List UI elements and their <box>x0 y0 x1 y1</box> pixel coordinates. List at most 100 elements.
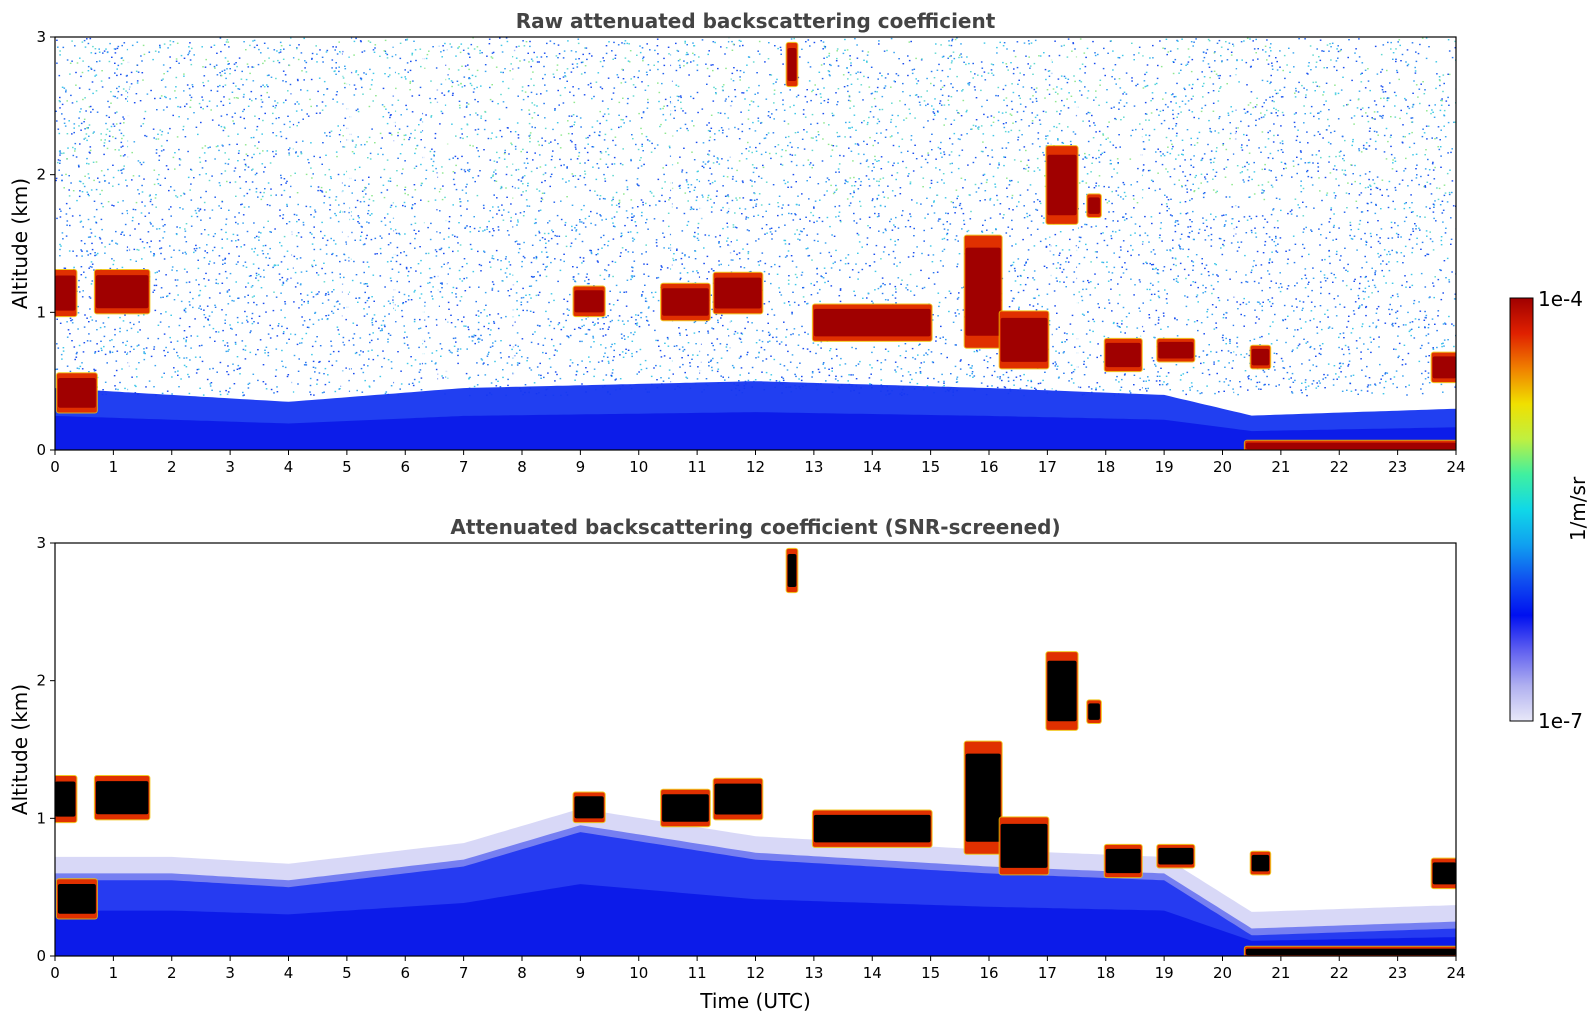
noise-pixel <box>298 103 300 105</box>
noise-pixel <box>874 270 877 273</box>
noise-pixel <box>950 62 953 64</box>
noise-pixel <box>192 86 194 88</box>
noise-pixel <box>335 62 337 64</box>
noise-pixel <box>806 131 808 133</box>
noise-pixel <box>794 154 797 156</box>
noise-pixel <box>197 133 199 136</box>
noise-pixel <box>1168 207 1170 210</box>
noise-pixel <box>673 117 675 119</box>
noise-pixel <box>711 369 714 372</box>
noise-pixel <box>927 254 930 256</box>
noise-pixel <box>501 204 503 206</box>
noise-pixel <box>1424 168 1427 170</box>
noise-pixel <box>1134 232 1136 234</box>
noise-pixel <box>1011 108 1014 110</box>
noise-pixel <box>1071 372 1073 374</box>
noise-pixel <box>1149 57 1151 59</box>
noise-pixel <box>579 219 581 221</box>
noise-pixel <box>1301 255 1303 258</box>
noise-pixel <box>92 132 94 134</box>
noise-pixel <box>830 155 832 157</box>
noise-pixel <box>708 150 711 152</box>
noise-pixel <box>378 327 380 329</box>
noise-pixel <box>942 173 945 175</box>
noise-pixel <box>1038 55 1040 57</box>
noise-pixel <box>1118 57 1121 59</box>
noise-pixel <box>141 201 143 203</box>
noise-pixel <box>866 143 868 145</box>
noise-pixel <box>1096 356 1098 359</box>
noise-pixel <box>1429 207 1431 210</box>
noise-pixel <box>900 151 903 154</box>
noise-pixel <box>1438 79 1441 81</box>
noise-pixel <box>921 287 924 290</box>
noise-pixel <box>59 54 61 56</box>
noise-pixel <box>175 97 177 99</box>
noise-pixel <box>88 106 91 108</box>
noise-pixel <box>371 128 373 130</box>
noise-pixel <box>588 356 590 358</box>
noise-pixel <box>1118 381 1120 383</box>
noise-pixel <box>687 200 689 202</box>
noise-pixel <box>1206 48 1209 51</box>
noise-pixel <box>827 98 830 101</box>
noise-pixel <box>329 204 332 206</box>
noise-pixel <box>850 62 852 64</box>
noise-pixel <box>1298 38 1300 40</box>
noise-pixel <box>274 264 277 266</box>
noise-pixel <box>830 144 833 146</box>
noise-pixel <box>107 316 110 319</box>
noise-pixel <box>1111 176 1113 178</box>
noise-pixel <box>531 117 534 119</box>
noise-pixel <box>867 76 869 79</box>
noise-pixel <box>337 350 340 353</box>
noise-pixel <box>1425 314 1428 317</box>
noise-pixel <box>936 271 939 273</box>
noise-pixel <box>502 101 505 103</box>
noise-pixel <box>770 355 772 357</box>
noise-pixel <box>1025 385 1028 387</box>
noise-pixel <box>1008 306 1011 308</box>
noise-pixel <box>1190 189 1192 191</box>
noise-pixel <box>949 292 952 295</box>
noise-pixel <box>1406 394 1408 396</box>
noise-pixel <box>710 127 713 129</box>
noise-pixel <box>1330 209 1332 211</box>
noise-pixel <box>731 199 734 202</box>
noise-pixel <box>1271 251 1273 253</box>
noise-pixel <box>772 336 774 339</box>
noise-pixel <box>207 319 210 321</box>
noise-pixel <box>1309 346 1311 349</box>
noise-pixel <box>361 86 363 89</box>
noise-pixel <box>251 296 254 298</box>
noise-pixel <box>321 109 324 111</box>
noise-pixel <box>545 90 548 92</box>
noise-pixel <box>1060 88 1063 90</box>
noise-pixel <box>497 313 500 315</box>
noise-pixel <box>867 51 870 53</box>
noise-pixel <box>122 134 125 137</box>
noise-pixel <box>98 48 100 50</box>
noise-pixel <box>618 114 620 116</box>
noise-pixel <box>1212 288 1215 290</box>
noise-pixel <box>1095 96 1097 99</box>
noise-pixel <box>1346 104 1348 106</box>
noise-pixel <box>1343 267 1345 269</box>
noise-pixel <box>1347 270 1349 273</box>
noise-pixel <box>273 291 275 293</box>
noise-pixel <box>792 173 795 176</box>
noise-pixel <box>777 214 779 217</box>
noise-pixel <box>574 144 577 146</box>
noise-pixel <box>758 142 761 145</box>
noise-pixel <box>444 104 447 106</box>
noise-pixel <box>1317 131 1320 133</box>
noise-pixel <box>961 149 964 151</box>
noise-pixel <box>1367 221 1369 224</box>
noise-pixel <box>74 148 76 150</box>
noise-pixel <box>1296 347 1299 349</box>
noise-pixel <box>1402 124 1404 126</box>
noise-pixel <box>591 126 594 128</box>
noise-pixel <box>411 382 414 384</box>
noise-pixel <box>874 289 876 291</box>
noise-pixel <box>523 45 526 47</box>
